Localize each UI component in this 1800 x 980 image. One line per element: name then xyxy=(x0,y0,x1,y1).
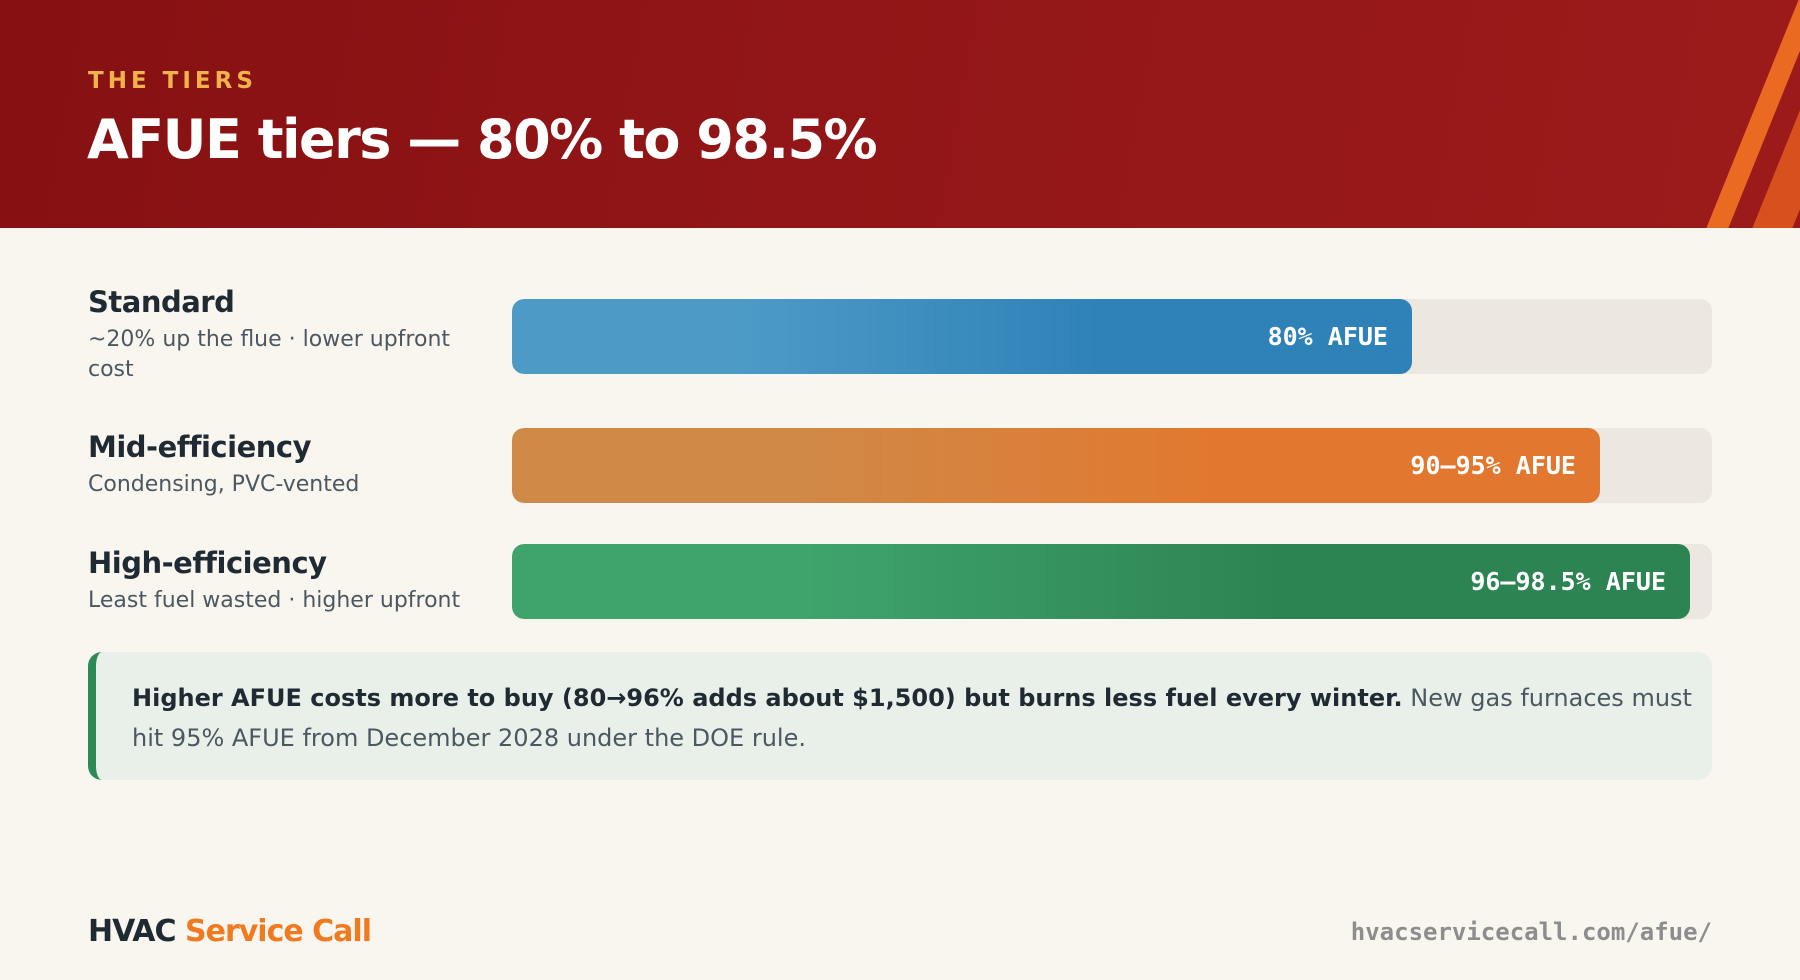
tier-name: Standard xyxy=(88,285,235,319)
bar-track: 80% AFUE xyxy=(512,299,1712,374)
footer-url: hvacservicecall.com/afue/ xyxy=(1350,918,1712,946)
bar-standard: 80% AFUE xyxy=(512,299,1412,374)
bar-track: 90–95% AFUE xyxy=(512,428,1712,503)
section-eyebrow: THE TIERS xyxy=(88,68,257,94)
tier-name: Mid-efficiency xyxy=(88,430,311,464)
callout-bold-text: Higher AFUE costs more to buy (80→96% ad… xyxy=(132,684,1403,712)
bar-value-label: 96–98.5% AFUE xyxy=(1470,567,1666,596)
bar-mid-efficiency: 90–95% AFUE xyxy=(512,428,1600,503)
bar-value-label: 80% AFUE xyxy=(1267,322,1388,351)
header-banner: THE TIERS AFUE tiers — 80% to 98.5% xyxy=(0,0,1800,228)
callout-rest-text: New gas furnaces must hit 95% AFUE from … xyxy=(132,684,1692,752)
info-callout: Higher AFUE costs more to buy (80→96% ad… xyxy=(88,652,1712,780)
bar-track: 96–98.5% AFUE xyxy=(512,544,1712,619)
bar-value-label: 90–95% AFUE xyxy=(1410,451,1576,480)
callout-text: Higher AFUE costs more to buy (80→96% ad… xyxy=(132,678,1702,758)
brand-logo: HVAC Service Call xyxy=(88,914,372,949)
tier-description: Least fuel wasted · higher upfront xyxy=(88,588,461,613)
tier-description: ~20% up the flue · lower upfront cost xyxy=(88,327,451,382)
bar-high-efficiency: 96–98.5% AFUE xyxy=(512,544,1690,619)
tier-name: High-efficiency xyxy=(88,546,327,580)
tier-description: Condensing, PVC-vented xyxy=(88,472,360,497)
page-title: AFUE tiers — 80% to 98.5% xyxy=(87,108,878,171)
